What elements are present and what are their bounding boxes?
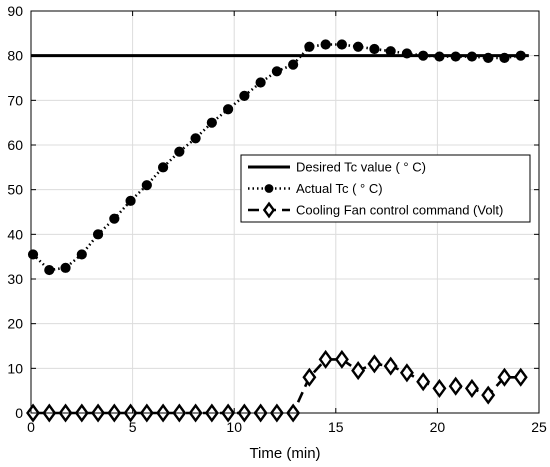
- data-point: [334, 349, 349, 369]
- y-tick-label: 80: [7, 48, 23, 64]
- data-point: [353, 41, 364, 52]
- y-tick-label: 30: [7, 271, 23, 287]
- x-tick-label: 25: [531, 419, 547, 435]
- series-3: [26, 349, 528, 423]
- legend-items: Desired Tc value ( ° C) Actual Tc ( ° C) C…: [248, 160, 503, 219]
- data-point: [288, 59, 299, 70]
- data-point: [125, 195, 136, 206]
- x-tick-label: 10: [226, 419, 242, 435]
- data-point: [206, 117, 217, 128]
- x-tick-label: 5: [129, 419, 137, 435]
- data-point: [320, 39, 331, 50]
- data-point: [174, 146, 185, 157]
- data-point: [190, 133, 201, 144]
- data-point: [383, 356, 398, 376]
- data-point: [497, 367, 512, 387]
- y-tick-label: 50: [7, 182, 23, 198]
- x-tick-label: 0: [27, 419, 35, 435]
- axis-ticks: 0 5 10 15 20 25 0 10 20 30 40 50 60 70 80 90: [7, 3, 547, 435]
- data-point: [76, 249, 87, 260]
- y-tick-label: 60: [7, 137, 23, 153]
- y-tick-label: 40: [7, 226, 23, 242]
- data-point: [262, 201, 276, 219]
- data-point: [399, 363, 414, 383]
- data-point: [255, 77, 266, 88]
- data-point: [351, 361, 366, 381]
- plot-frame: [30, 10, 540, 414]
- data-point: [367, 354, 382, 374]
- data-point: [416, 372, 431, 392]
- y-tick-label: 70: [7, 92, 23, 108]
- x-tick-label: 20: [430, 419, 446, 435]
- data-point: [448, 376, 463, 396]
- data-point: [109, 213, 120, 224]
- data-point: [418, 50, 429, 61]
- data-point: [336, 39, 347, 50]
- legend-item-2: Actual Tc ( ° C): [248, 181, 383, 196]
- data-point: [157, 162, 169, 173]
- data-point: [302, 367, 317, 387]
- y-tick-label: 10: [7, 360, 23, 376]
- x-axis-title: Time (min): [249, 445, 320, 462]
- data-point: [271, 66, 282, 77]
- data-point: [44, 264, 55, 276]
- data-point: [92, 229, 104, 240]
- data-point: [304, 41, 315, 52]
- data-point: [450, 51, 461, 62]
- y-tick-label: 20: [7, 316, 23, 332]
- data-point: [432, 378, 447, 398]
- legend-label: Actual Tc ( ° C): [296, 181, 383, 196]
- legend-label: Desired Tc value ( ° C): [296, 160, 426, 175]
- data-point: [60, 262, 71, 273]
- data-point: [515, 50, 526, 61]
- data-point: [141, 180, 152, 191]
- data-point: [223, 104, 234, 115]
- data-point: [434, 51, 445, 62]
- legend-item-3: Cooling Fan control command (Volt): [248, 201, 503, 219]
- data-point: [481, 385, 496, 405]
- data-point: [239, 90, 250, 101]
- data-point: [513, 367, 528, 387]
- data-point: [464, 378, 479, 398]
- data-point: [264, 184, 274, 193]
- data-point: [499, 52, 510, 64]
- y-tick-label: 90: [7, 3, 23, 19]
- legend-label: Cooling Fan control command (Volt): [296, 203, 503, 218]
- y-tick-label: 0: [15, 405, 23, 421]
- data-point: [466, 51, 478, 62]
- legend-item-1: Desired Tc value ( ° C): [248, 160, 426, 175]
- x-tick-label: 15: [328, 419, 344, 435]
- legend: Desired Tc value ( ° C) Actual Tc ( ° C) C…: [240, 154, 531, 223]
- data-point: [385, 46, 396, 57]
- data-point: [369, 43, 380, 55]
- data-point: [483, 52, 494, 64]
- series-layer: [26, 39, 529, 423]
- data-point: [401, 48, 413, 59]
- data-point: [318, 349, 333, 369]
- data-point: [27, 249, 39, 260]
